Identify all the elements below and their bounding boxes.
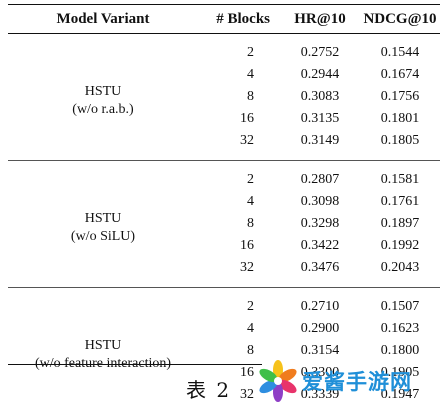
ndcg-cell: 0.1623 xyxy=(360,318,440,340)
blocks-cell: 2 xyxy=(198,288,280,319)
ndcg-cell: 0.1897 xyxy=(360,213,440,235)
hr-cell: 0.2944 xyxy=(280,64,360,86)
ndcg-cell: 0.1581 xyxy=(360,161,440,192)
hr-cell: 0.2807 xyxy=(280,161,360,192)
table-header-row: Model Variant # Blocks HR@10 NDCG@10 xyxy=(8,5,440,34)
table-row: HSTU (w/o feature interaction) 2 0.2710 … xyxy=(8,288,440,319)
blocks-cell: 2 xyxy=(198,161,280,192)
blocks-cell: 4 xyxy=(198,318,280,340)
results-table-container: Model Variant # Blocks HR@10 NDCG@10 HST… xyxy=(8,4,440,414)
results-table: Model Variant # Blocks HR@10 NDCG@10 HST… xyxy=(8,4,440,414)
hr-cell: 0.3476 xyxy=(280,257,360,288)
blocks-cell: 4 xyxy=(198,64,280,86)
model-variant-cell: HSTU (w/o feature interaction) xyxy=(8,288,198,414)
header-ndcg10: NDCG@10 xyxy=(360,5,440,34)
ndcg-cell: 0.1544 xyxy=(360,34,440,65)
table-caption: 表 2 xyxy=(186,374,231,403)
hr-cell: 0.3149 xyxy=(280,130,360,161)
hr-cell: 0.2710 xyxy=(280,288,360,319)
table-row: HSTU (w/o SiLU) 2 0.2807 0.1581 xyxy=(8,161,440,192)
ndcg-cell: 0.1761 xyxy=(360,191,440,213)
watermark-text: 爱酱手游网 xyxy=(302,366,412,396)
blocks-cell: 8 xyxy=(198,213,280,235)
header-model-variant: Model Variant xyxy=(8,5,198,34)
table-bottom-rule xyxy=(8,364,262,365)
variant-name: HSTU xyxy=(85,338,122,353)
table-group-silu: HSTU (w/o SiLU) 2 0.2807 0.1581 4 0.3098… xyxy=(8,161,440,288)
blocks-cell: 8 xyxy=(198,86,280,108)
ndcg-cell: 0.1992 xyxy=(360,235,440,257)
variant-name: HSTU xyxy=(85,211,122,226)
ndcg-cell: 0.1674 xyxy=(360,64,440,86)
hr-cell: 0.2752 xyxy=(280,34,360,65)
flower-logo-icon xyxy=(256,359,300,403)
hr-cell: 0.2900 xyxy=(280,318,360,340)
hr-cell: 0.3083 xyxy=(280,86,360,108)
ndcg-cell: 0.1756 xyxy=(360,86,440,108)
header-blocks: # Blocks xyxy=(198,5,280,34)
hr-cell: 0.3135 xyxy=(280,108,360,130)
hr-cell: 0.3422 xyxy=(280,235,360,257)
hr-cell: 0.3098 xyxy=(280,191,360,213)
ndcg-cell: 0.2043 xyxy=(360,257,440,288)
blocks-cell: 32 xyxy=(198,257,280,288)
blocks-cell: 4 xyxy=(198,191,280,213)
ndcg-cell: 0.1805 xyxy=(360,130,440,161)
model-variant-cell: HSTU (w/o SiLU) xyxy=(8,161,198,288)
blocks-cell: 2 xyxy=(198,34,280,65)
variant-ablation: (w/o r.a.b.) xyxy=(72,102,133,117)
variant-name: HSTU xyxy=(85,84,122,99)
ndcg-cell: 0.1801 xyxy=(360,108,440,130)
blocks-cell: 32 xyxy=(198,130,280,161)
watermark: 爱酱手游网 xyxy=(256,358,444,404)
table-group-rab: HSTU (w/o r.a.b.) 2 0.2752 0.1544 4 0.29… xyxy=(8,34,440,161)
variant-ablation: (w/o SiLU) xyxy=(71,229,135,244)
blocks-cell: 16 xyxy=(198,108,280,130)
table-row: HSTU (w/o r.a.b.) 2 0.2752 0.1544 xyxy=(8,34,440,65)
model-variant-cell: HSTU (w/o r.a.b.) xyxy=(8,34,198,161)
ndcg-cell: 0.1507 xyxy=(360,288,440,319)
blocks-cell: 16 xyxy=(198,235,280,257)
hr-cell: 0.3298 xyxy=(280,213,360,235)
header-hr10: HR@10 xyxy=(280,5,360,34)
